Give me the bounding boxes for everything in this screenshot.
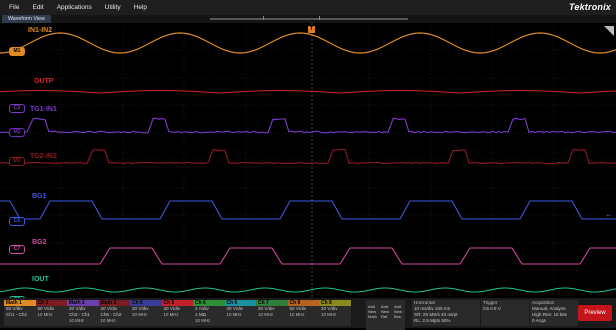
channel-badge-3[interactable]: Math 3 20 V/div Ch5 - Ch2 10 MHz: [99, 300, 131, 326]
trace-label-5: BG1: [32, 193, 46, 200]
trace-label-2: TG1-IN1: [30, 106, 57, 113]
trace-bg1: [0, 201, 616, 219]
acquisition-panel[interactable]: Acquisition Manual, Analyze High Res: 16 b…: [530, 300, 578, 326]
menu-applications[interactable]: Applications: [57, 4, 92, 11]
menu-utility[interactable]: Utility: [105, 4, 121, 11]
channel-marker-m3[interactable]: M3: [9, 157, 25, 166]
channel-bandwidth: 10 MHz: [130, 312, 162, 318]
trigger-level-arrow-icon[interactable]: ←: [605, 210, 613, 219]
brand-logo: Tektronix: [569, 2, 611, 12]
channel-marker-c7[interactable]: C7: [9, 245, 25, 254]
channel-badge-5[interactable]: Ch 5 20 V/div 10 MHz: [162, 300, 194, 326]
channel-bandwidth: 10 MHz: [193, 318, 225, 324]
channel-bandwidth: 10 MHz: [225, 312, 257, 318]
trace-iout: [0, 288, 616, 292]
horizontal-panel-text: RL: 2.5 Mpts 50%: [414, 318, 480, 324]
channel-source: Ch1 - Ch2: [4, 312, 36, 318]
trace-bg2: [0, 248, 616, 264]
trigger-panel-text: C6 0.8 V: [483, 306, 529, 312]
channel-marker-c3[interactable]: C3: [9, 104, 25, 113]
trace-label-6: BG2: [32, 239, 46, 246]
channel-badge-1[interactable]: Ch 3 50 V/div 10 MHz: [36, 300, 68, 326]
channel-marker-m1[interactable]: M1: [9, 47, 25, 56]
trace-tg2-in2: [0, 149, 616, 163]
waveform-plot[interactable]: [0, 23, 616, 298]
channel-marker-m2[interactable]: M2: [9, 128, 25, 137]
trace-tg1-in1: [0, 118, 616, 133]
channel-bandwidth: 10 MHz: [36, 312, 68, 318]
channel-bandwidth: 10 MHz: [256, 312, 288, 318]
add-button-0[interactable]: Add New Math: [366, 300, 379, 330]
trace-in1-in2: [0, 33, 616, 53]
channel-marker-c6[interactable]: C6: [9, 217, 25, 226]
trace-label-1: OUTP: [34, 78, 53, 85]
menu-help[interactable]: Help: [134, 4, 147, 11]
channel-bandwidth: 10 MHz: [162, 312, 194, 318]
menu-file[interactable]: File: [9, 4, 19, 11]
channel-badge-0[interactable]: Math 1 50 V/div Ch1 - Ch2: [4, 300, 36, 326]
trace-label-4: TG2-IN2: [30, 153, 57, 160]
channel-badge-9[interactable]: Ch 8 50 V/div 10 MHz: [288, 300, 320, 326]
trace-label-7: IOUT: [32, 276, 49, 283]
channel-badge-8[interactable]: Ch 7 20 V/div 10 MHz: [256, 300, 288, 326]
channel-bandwidth: 10 MHz: [319, 312, 351, 318]
corner-fold-icon: [604, 26, 614, 36]
trigger-panel[interactable]: Trigger C6 0.8 V: [481, 300, 529, 326]
acquisition-panel-text: 0 Acqs: [532, 318, 578, 324]
settings-bar: Math 1 50 V/div Ch1 - Ch2 Ch 3 50 V/div 10 MH…: [0, 298, 616, 328]
trace-label-0: IN1-IN2: [28, 27, 52, 34]
channel-badge-2[interactable]: Math 2 20 V/div Ch3 - Ch1 10 MHz: [67, 300, 99, 326]
graticule: [0, 23, 616, 298]
timeline-view-bracket[interactable]: [263, 16, 320, 20]
channel-badge-10[interactable]: Ch 8 20 V/div 10 MHz: [319, 300, 351, 326]
channel-badge-7[interactable]: Ch 6 20 V/div 10 MHz: [225, 300, 257, 326]
channel-badge-6[interactable]: Ch 62 A/div 1 MΩ 10 MHz: [193, 300, 225, 326]
channel-bandwidth: 10 MHz: [67, 318, 99, 324]
preview-button[interactable]: Preview: [578, 305, 612, 321]
channel-bandwidth: 10 MHz: [288, 312, 320, 318]
add-button-2[interactable]: Add New Bus: [392, 300, 405, 330]
add-button-1[interactable]: Add New Ref: [379, 300, 392, 330]
channel-bandwidth: 10 MHz: [99, 318, 131, 324]
trigger-position-marker[interactable]: T: [308, 26, 315, 33]
menu-bar: File Edit Applications Utility Help Tekt…: [0, 0, 616, 15]
tab-waveform-view[interactable]: Waveform View: [2, 15, 51, 23]
horizontal-panel[interactable]: Horizontal 10 ms/div 100 ms SR: 25 MS/s 40…: [412, 300, 480, 326]
menu-edit[interactable]: Edit: [32, 4, 43, 11]
trace-outp: [0, 91, 616, 94]
channel-badge-4[interactable]: Ch 6 20 V/div 10 MHz: [130, 300, 162, 326]
